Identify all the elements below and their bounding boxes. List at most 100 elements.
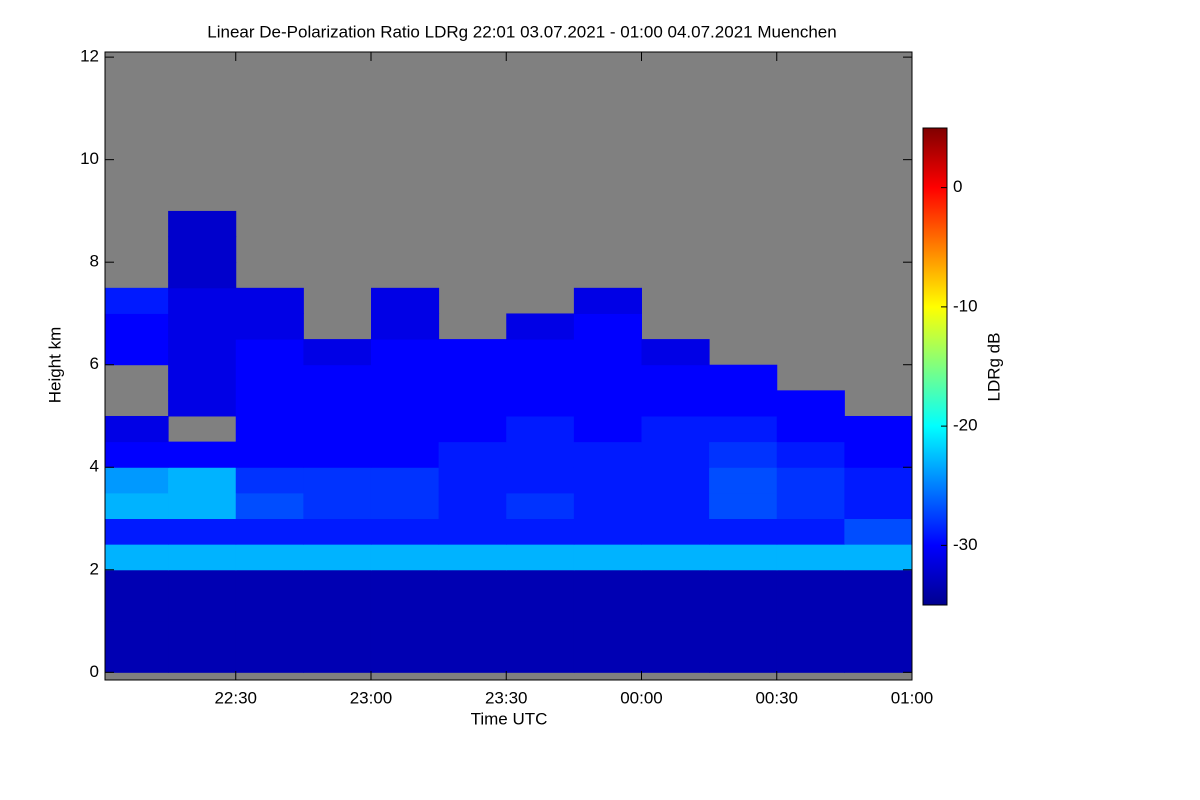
heatmap-cell [438,415,507,443]
heatmap-cell [709,518,778,545]
heatmap-cell [235,595,304,622]
x-tick-label: 00:00 [620,688,663,707]
heatmap-cell [370,390,440,417]
heatmap-cell [235,339,304,366]
heatmap-cell [438,467,507,494]
heatmap-cell [168,210,237,238]
heatmap-cell [641,492,710,520]
x-tick-label: 22:30 [214,688,257,707]
heatmap-cell [370,569,440,596]
heatmap-cell [168,287,237,314]
heatmap-cell [709,621,778,648]
heatmap-cell [506,544,575,571]
heatmap-cell [776,441,845,468]
heatmap-cell [105,569,169,596]
heatmap-cell [168,313,237,340]
heatmap-cell [641,467,710,494]
heatmap-cell [506,313,575,340]
heatmap-cell [105,595,169,622]
heatmap-cell [370,467,440,494]
heatmap-cell [641,621,710,648]
heatmap-cell [303,364,372,391]
heatmap-cell [506,595,575,622]
colorbar-label: LDRg dB [984,333,1003,402]
heatmap-cell [303,621,372,648]
heatmap-cell [776,646,845,673]
heatmap-cell [709,595,778,622]
heatmap-cell [303,646,372,673]
heatmap-cell [506,441,575,468]
y-tick-label: 6 [90,354,99,373]
heatmap-cell [641,441,710,468]
heatmap-cell [776,518,845,545]
heatmap-cell [709,364,778,391]
heatmap-cell [303,492,372,520]
heatmap-cell [168,492,237,520]
heatmap-cell [235,646,304,673]
heatmap-cell [506,518,575,545]
heatmap-cell [776,544,845,571]
heatmap-cell [506,646,575,673]
heatmap-cell [641,595,710,622]
heatmap-cell [844,621,913,648]
y-tick-label: 4 [90,457,99,476]
heatmap-cell [438,569,507,596]
heatmap-cell [776,390,845,417]
heatmap-cell [641,646,710,673]
heatmap-cell [370,518,440,545]
heatmap-cell [776,569,845,596]
heatmap-cell [303,544,372,571]
heatmap-cell [235,544,304,571]
heatmap-cell [844,569,913,596]
heatmap-cell [506,339,575,366]
heatmap-cell [438,595,507,622]
x-tick-label: 00:30 [755,688,798,707]
heatmap-cell [168,236,237,263]
heatmap-cell [438,518,507,545]
heatmap-cell [506,415,575,443]
x-tick-label: 23:00 [350,688,393,707]
heatmap-cell [573,646,642,673]
x-tick-label: 01:00 [891,688,934,707]
heatmap-cell [370,544,440,571]
heatmap-cell [776,595,845,622]
heatmap-cell [235,441,304,468]
heatmap-cell [573,569,642,596]
heatmap-cell [641,518,710,545]
y-tick-label: 2 [90,559,99,578]
heatmap-cell [573,595,642,622]
heatmap-cell [168,390,237,417]
heatmap-cell [844,441,913,468]
heatmap-cell [573,467,642,494]
heatmap-cell [105,646,169,673]
heatmap-cell [168,544,237,571]
heatmap-cell [641,364,710,391]
heatmap-cell [105,313,169,340]
heatmap-cell [168,569,237,596]
heatmap-cell [709,646,778,673]
heatmap-cell [303,467,372,494]
heatmap-cell [105,518,169,545]
chart-title: Linear De-Polarization Ratio LDRg 22:01 … [207,22,836,41]
heatmap-cell [641,390,710,417]
heatmap-cell [168,467,237,494]
heatmap-cell [370,621,440,648]
heatmap-cell [776,492,845,520]
heatmap-cell [641,339,710,366]
heatmap-cell [641,569,710,596]
heatmap-cell [105,467,169,494]
heatmap-cell [844,646,913,673]
heatmap-cell [105,339,169,366]
heatmap-cell [844,518,913,545]
heatmap-cell [370,364,440,391]
heatmap-cell [844,492,913,520]
heatmap-cell [105,492,169,520]
heatmap-cell [506,364,575,391]
heatmap-cell [370,339,440,366]
heatmap-cell [709,441,778,468]
colorbar [922,127,948,606]
heatmap-cell [573,415,642,443]
heatmap-cell [573,287,642,314]
heatmap-cell [168,339,237,366]
heatmap-cell [709,415,778,443]
